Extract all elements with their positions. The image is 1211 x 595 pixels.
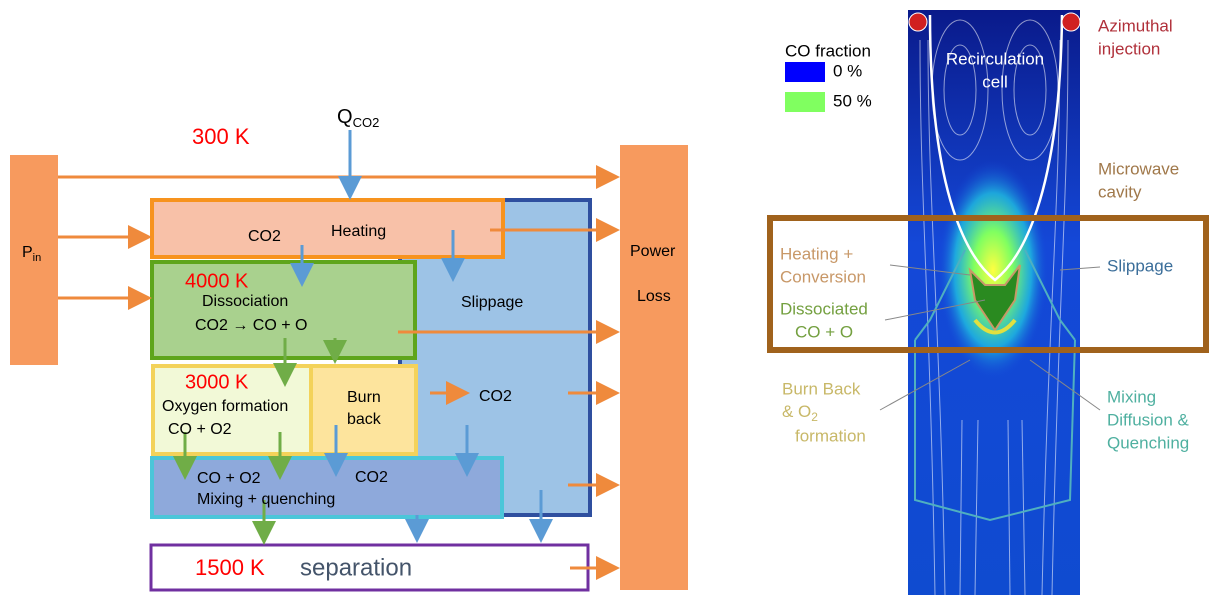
slippage-species: CO2 bbox=[479, 388, 512, 405]
blue-arrows bbox=[290, 130, 553, 543]
temp-label: 1500 K bbox=[195, 555, 265, 580]
azimuthal-label: injection bbox=[1098, 39, 1160, 58]
burn-back-label: & O2 bbox=[782, 402, 818, 424]
mixing-species: CO + O2 bbox=[197, 470, 261, 487]
q-main: Q bbox=[337, 106, 353, 128]
reaction-label: CO2 → CO + O bbox=[195, 317, 307, 334]
burn-back-box bbox=[313, 368, 414, 452]
back-label: back bbox=[347, 411, 382, 428]
leader-lines bbox=[879, 264, 1101, 411]
cavity-frame bbox=[767, 215, 1209, 353]
recirculation-label: cell bbox=[982, 72, 1008, 91]
injector bbox=[1061, 12, 1081, 32]
injector bbox=[908, 12, 928, 32]
azimuthal-label: Azimuthal bbox=[1098, 16, 1173, 35]
microwave-label: cavity bbox=[1098, 182, 1142, 201]
heating-box bbox=[150, 198, 505, 259]
orange-arrows bbox=[58, 165, 620, 580]
legend-item: 0 % bbox=[833, 61, 862, 80]
legend-swatch bbox=[785, 62, 825, 82]
green-arrows bbox=[173, 338, 347, 545]
o2-sub: 2 bbox=[811, 410, 818, 424]
legend-title: CO fraction bbox=[785, 41, 871, 60]
burn-back-label: Burn Back bbox=[782, 379, 861, 398]
recirculation-label: Recirculation bbox=[946, 49, 1044, 68]
temp-label: 4000 K bbox=[185, 270, 249, 292]
p-sub: in bbox=[33, 252, 42, 264]
legend-swatch bbox=[785, 92, 825, 112]
oxygen-label: Oxygen formation bbox=[162, 398, 288, 415]
heating-conversion-label: Heating + bbox=[780, 244, 853, 263]
mixing-label: Mixing + quenching bbox=[197, 491, 335, 508]
loss-label: Loss bbox=[637, 288, 671, 305]
legend-item: 50 % bbox=[833, 91, 872, 110]
heating-conversion-label: Conversion bbox=[780, 267, 866, 286]
heating-label: Heating bbox=[331, 223, 386, 240]
temp-label: 3000 K bbox=[185, 371, 249, 393]
q-sub: CO2 bbox=[353, 115, 380, 130]
dissociation-label: Dissociation bbox=[202, 293, 288, 310]
dissociated-label: CO + O bbox=[795, 322, 853, 341]
streamlines bbox=[919, 19, 1069, 595]
pin-label: Pin bbox=[22, 244, 41, 264]
microwave-label: Microwave bbox=[1098, 159, 1179, 178]
right-simulation: CO fraction 0 % 50 % Recirculation cell … bbox=[767, 10, 1209, 595]
mixing-label: Mixing bbox=[1107, 387, 1156, 406]
oxygen-species: CO + O2 bbox=[168, 421, 232, 438]
recirculation-boundary bbox=[928, 14, 1064, 282]
burn-label: Burn bbox=[347, 389, 381, 406]
q-label: QCO2 bbox=[337, 106, 379, 130]
separation-box bbox=[149, 543, 590, 592]
burn-zone bbox=[973, 318, 1017, 335]
left-diagram: 300 K QCO2 Pin Power Loss CO2 Heating 40… bbox=[10, 106, 688, 592]
mixing-species: CO2 bbox=[355, 469, 388, 486]
o2-main: & O bbox=[782, 402, 811, 421]
burn-back-label: formation bbox=[795, 426, 866, 445]
mixing-label: Quenching bbox=[1107, 433, 1189, 452]
pin-box bbox=[10, 155, 58, 365]
power-loss-box bbox=[620, 145, 688, 590]
slippage-label: Slippage bbox=[1107, 256, 1173, 275]
p-main: P bbox=[22, 244, 33, 261]
mixing-label: Diffusion & bbox=[1107, 410, 1190, 429]
conversion-zone bbox=[968, 264, 1021, 332]
power-label: Power bbox=[630, 243, 676, 260]
heating-species: CO2 bbox=[248, 228, 281, 245]
temp-label: 300 K bbox=[192, 124, 250, 149]
dissociated-label: Dissociated bbox=[780, 299, 868, 318]
slippage-label: Slippage bbox=[461, 294, 523, 311]
separation-label: separation bbox=[300, 554, 412, 581]
